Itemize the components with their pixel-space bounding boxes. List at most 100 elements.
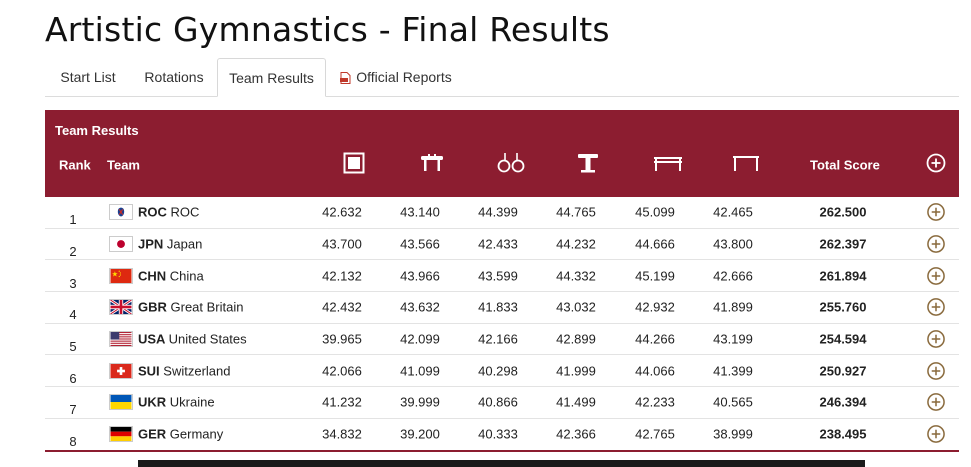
flag-chn-icon [109, 267, 133, 284]
tab-official-reports[interactable]: Official Reports [335, 58, 457, 96]
table-title: Team Results [55, 123, 139, 138]
apparatus-score: 34.832 [322, 426, 362, 442]
flag-roc-icon [109, 204, 133, 221]
expand-row-icon[interactable] [927, 235, 946, 254]
team-cell[interactable]: JPN Japan [138, 237, 202, 252]
rings-icon [497, 153, 525, 173]
apparatus-score: 42.099 [400, 331, 440, 347]
apparatus-score: 40.565 [713, 394, 753, 410]
apparatus-score: 43.632 [400, 299, 440, 315]
team-name: Germany [169, 426, 224, 442]
apparatus-score: 44.066 [635, 363, 675, 379]
tab-team-results[interactable]: Team Results [217, 58, 326, 97]
apparatus-score: 44.666 [635, 236, 675, 252]
apparatus-score: 41.232 [322, 394, 362, 410]
apparatus-score: 41.999 [556, 363, 596, 379]
tab-start-list[interactable]: Start List [45, 58, 131, 96]
apparatus-score: 44.332 [556, 268, 596, 284]
apparatus-score: 42.366 [556, 426, 596, 442]
apparatus-score: 44.232 [556, 236, 596, 252]
table-body: 1 ROC ROC 42.632 43.140 44.399 44.765 45.099 42… [45, 197, 959, 452]
apparatus-score: 43.599 [478, 268, 518, 284]
total-score: 254.594 [819, 331, 867, 347]
apparatus-score: 39.999 [400, 394, 440, 410]
expand-row-icon[interactable] [927, 298, 946, 317]
pdf-icon [340, 72, 351, 84]
team-cell[interactable]: SUI Switzerland [138, 363, 231, 378]
total-score: 255.760 [819, 299, 867, 315]
tab-bar: Start List Rotations Team Results Offici… [45, 58, 959, 97]
rank-value: 1 [69, 212, 77, 228]
apparatus-score: 41.399 [713, 363, 753, 379]
team-results-table: Team Results Rank Team [45, 110, 959, 452]
table-row: 2 JPN Japan 43.700 43.566 42.433 44.232 44.666… [45, 229, 959, 261]
apparatus-score: 41.099 [400, 363, 440, 379]
pommel-horse-icon [421, 154, 443, 171]
rank-value: 6 [69, 370, 77, 386]
expand-row-icon[interactable] [927, 393, 946, 412]
apparatus-score: 43.199 [713, 331, 753, 347]
apparatus-score: 43.700 [322, 236, 362, 252]
apparatus-score: 44.399 [478, 204, 518, 220]
apparatus-score: 45.099 [635, 204, 675, 220]
team-cell[interactable]: GBR Great Britain [138, 300, 244, 315]
expand-row-icon[interactable] [927, 330, 946, 349]
tab-rotations[interactable]: Rotations [133, 58, 215, 96]
apparatus-score: 41.499 [556, 394, 596, 410]
team-cell[interactable]: UKR Ukraine [138, 395, 215, 410]
table-row: 5 USA United States 39.965 42.099 42.166 42.8… [45, 324, 959, 356]
total-score: 238.495 [819, 426, 867, 442]
apparatus-score: 43.032 [556, 299, 596, 315]
rank-value: 3 [69, 275, 77, 291]
rank-value: 4 [69, 307, 77, 323]
expand-row-icon[interactable] [927, 361, 946, 380]
apparatus-score: 42.465 [713, 204, 753, 220]
rank-value: 8 [69, 434, 77, 450]
team-cell[interactable]: GER Germany [138, 427, 223, 442]
apparatus-score: 44.765 [556, 204, 596, 220]
apparatus-score: 42.932 [635, 299, 675, 315]
team-name: Ukraine [169, 394, 215, 410]
apparatus-score: 38.999 [713, 426, 753, 442]
apparatus-score: 39.965 [322, 331, 362, 347]
flag-usa-icon [109, 331, 133, 348]
team-cell[interactable]: ROC ROC [138, 205, 199, 220]
table-row: 1 ROC ROC 42.632 43.140 44.399 44.765 45.099 42… [45, 197, 959, 229]
table-header: Team Results Rank Team [45, 110, 959, 197]
apparatus-score: 40.866 [478, 394, 518, 410]
team-cell[interactable]: USA United States [138, 332, 247, 347]
table-row: 4 GBR Great Britain 42.432 43.632 41.833 43.0… [45, 292, 959, 324]
team-code: GBR [138, 299, 167, 315]
flag-sui-icon [109, 362, 133, 379]
team-cell[interactable]: CHN China [138, 268, 204, 283]
table-row: 7 UKR Ukraine 41.232 39.999 40.866 41.499 42.2… [45, 387, 959, 419]
rank-value: 2 [69, 244, 77, 260]
video-preview[interactable] [138, 460, 865, 467]
header-rank: Rank [59, 157, 91, 173]
tab-label: Official Reports [356, 69, 452, 85]
tab-label: Start List [60, 69, 116, 85]
floor-exercise-icon [343, 152, 365, 174]
total-score: 246.394 [819, 394, 867, 410]
expand-row-icon[interactable] [927, 203, 946, 222]
team-code: CHN [138, 268, 167, 284]
apparatus-score: 42.899 [556, 331, 596, 347]
apparatus-score: 43.140 [400, 204, 440, 220]
header-team: Team [107, 157, 140, 173]
apparatus-score: 45.199 [635, 268, 675, 284]
team-name: Japan [166, 236, 203, 252]
rank-value: 7 [69, 402, 77, 418]
apparatus-score: 40.333 [478, 426, 518, 442]
apparatus-score: 40.298 [478, 363, 518, 379]
apparatus-score: 42.132 [322, 268, 362, 284]
apparatus-score: 42.666 [713, 268, 753, 284]
apparatus-score: 42.765 [635, 426, 675, 442]
team-code: SUI [138, 363, 160, 379]
team-code: UKR [138, 394, 167, 410]
apparatus-score: 42.066 [322, 363, 362, 379]
expand-row-icon[interactable] [927, 266, 946, 285]
apparatus-score: 43.800 [713, 236, 753, 252]
apparatus-score: 42.632 [322, 204, 362, 220]
plus-circle-icon[interactable] [926, 153, 946, 173]
expand-row-icon[interactable] [927, 425, 946, 444]
